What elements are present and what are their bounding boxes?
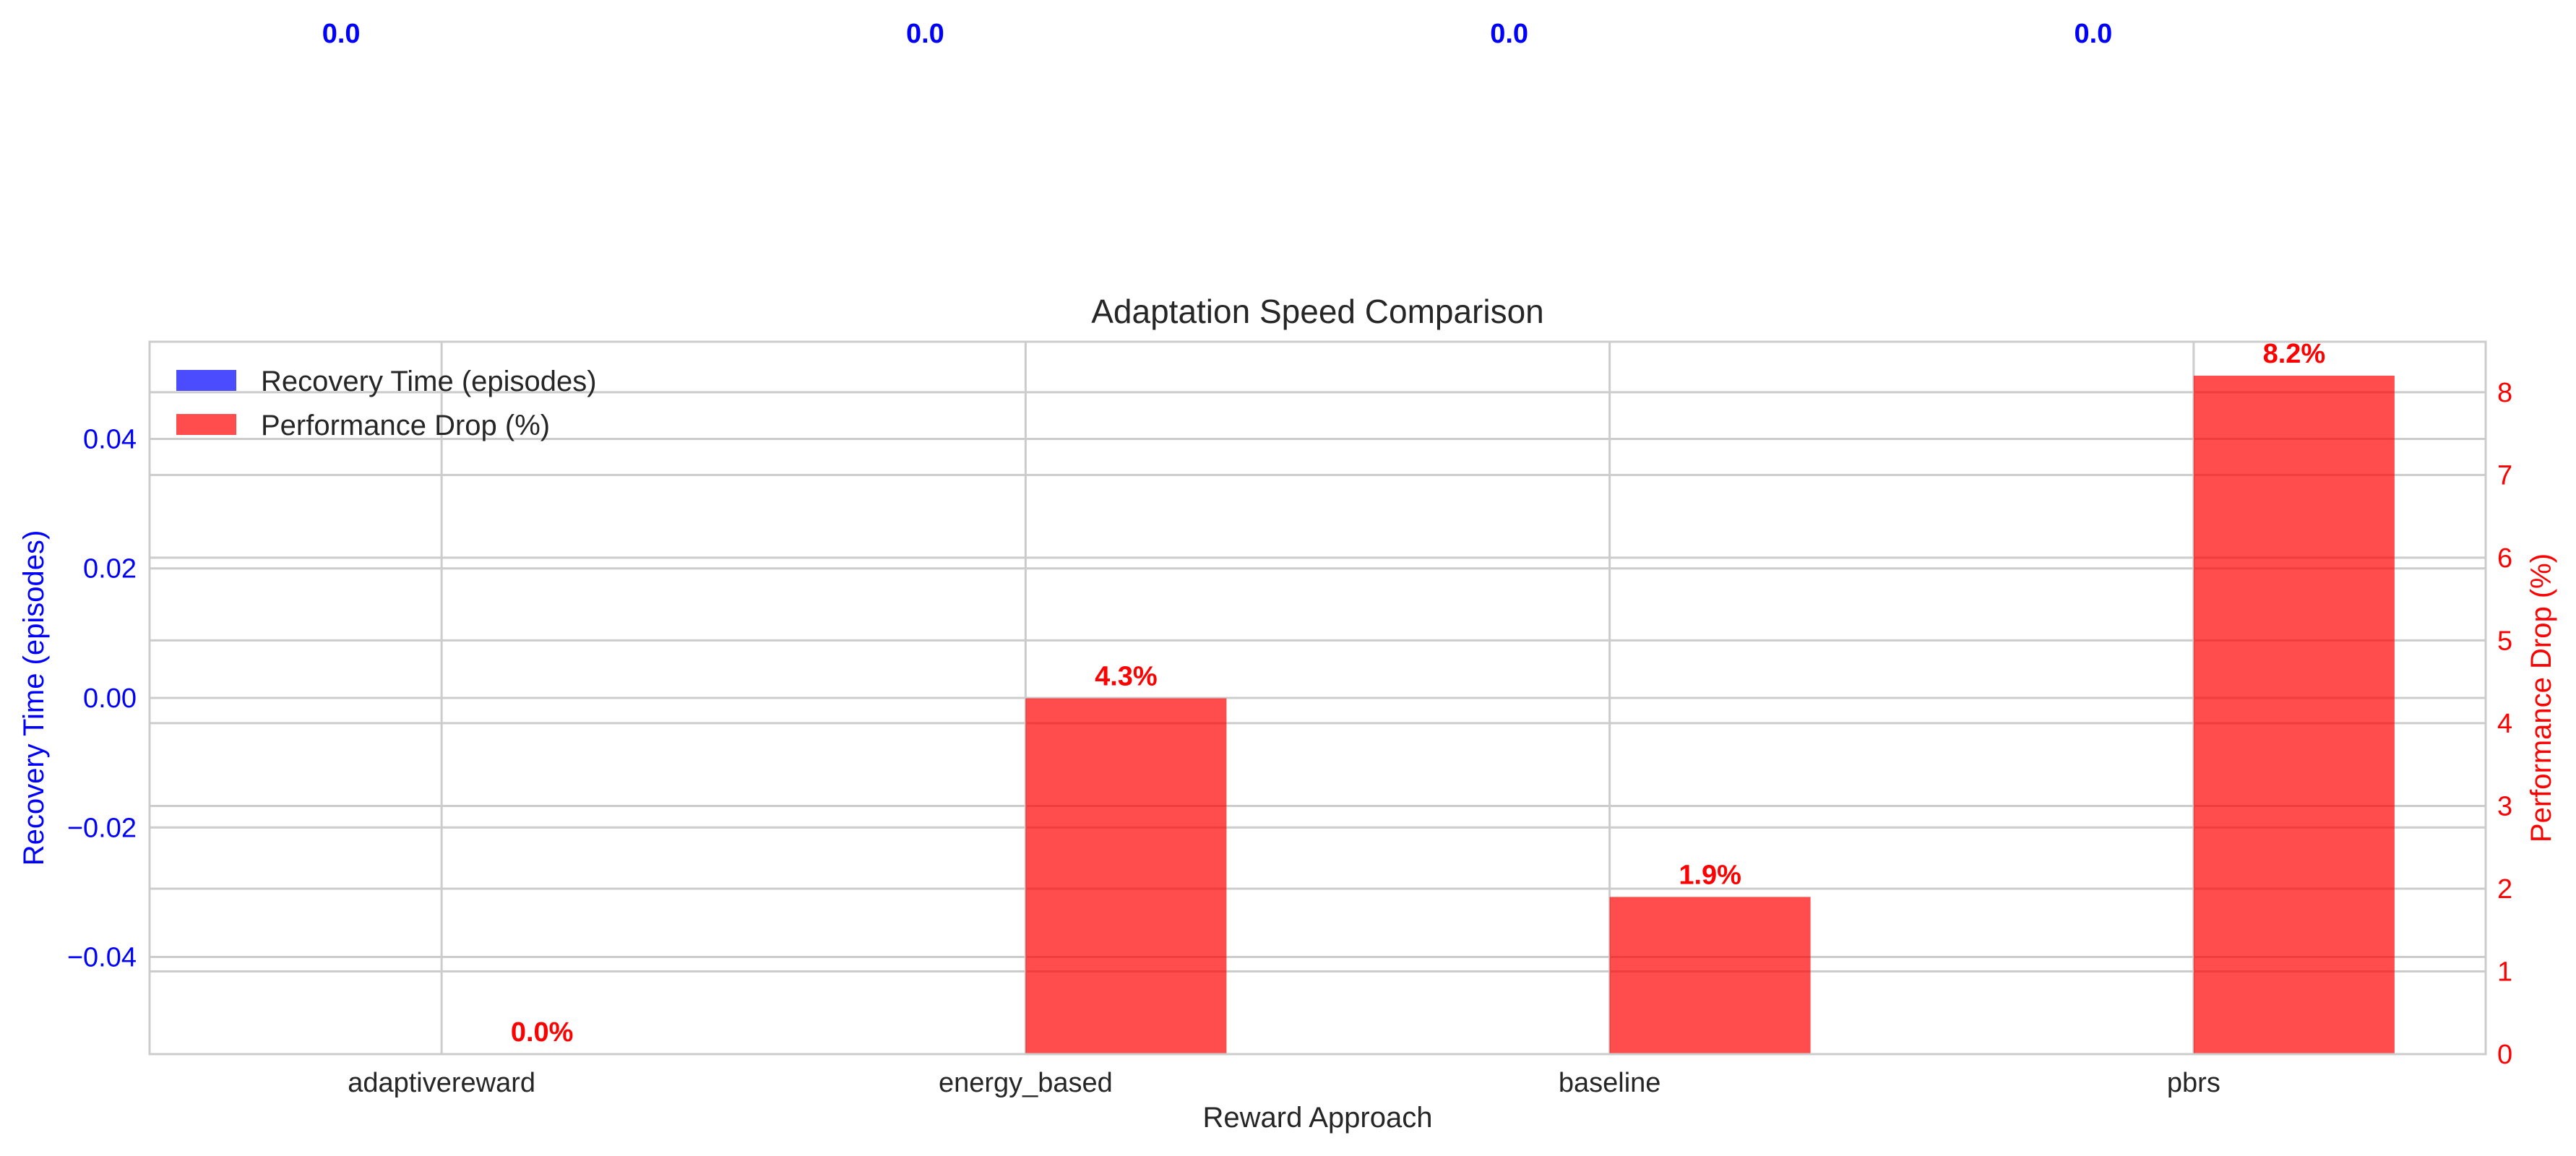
- plot-frame: [148, 340, 2487, 1056]
- grid-layer: [150, 342, 2486, 1054]
- legend-swatch-performance-drop: [176, 414, 236, 435]
- left-tick-label: −0.02: [67, 813, 137, 843]
- right-tick-label: 6: [2497, 543, 2512, 574]
- x-tick-label: energy_based: [939, 1068, 1113, 1098]
- right-axis-title: Performance Drop (%): [2525, 553, 2557, 842]
- left-axis-ticks: −0.04 −0.02 0.00 0.02 0.04: [67, 424, 137, 972]
- data-label-recovery-time: 0.0: [1490, 19, 1528, 49]
- right-tick-label: 2: [2497, 874, 2512, 905]
- right-tick-label: 7: [2497, 460, 2512, 491]
- data-label-performance-drop: 0.0%: [511, 1017, 574, 1048]
- x-tick-label: adaptivereward: [348, 1068, 535, 1098]
- bars-layer: [1025, 375, 2395, 1054]
- legend: Recovery Time (episodes) Performance Dro…: [176, 366, 597, 441]
- data-label-recovery-time: 0.0: [906, 19, 944, 49]
- x-tick-label: pbrs: [2167, 1068, 2220, 1098]
- bar-performance-drop: [1025, 698, 1227, 1054]
- bar-performance-drop: [1609, 897, 1811, 1054]
- left-axis-title: Recovery Time (episodes): [18, 530, 50, 866]
- data-label-recovery-time: 0.0: [322, 19, 361, 49]
- data-label-performance-drop: 1.9%: [1679, 860, 1741, 890]
- data-label-recovery-time: 0.0: [2074, 19, 2112, 49]
- legend-label-recovery-time: Recovery Time (episodes): [261, 366, 597, 397]
- data-labels: 0.0 0.0% 0.0 4.3% 0.0 1.9% 0.0 8.2%: [322, 19, 2325, 1048]
- x-axis-title: Reward Approach: [1203, 1102, 1433, 1134]
- chart-title: Adaptation Speed Comparison: [1091, 293, 1544, 330]
- right-tick-label: 8: [2497, 378, 2512, 408]
- right-tick-label: 5: [2497, 626, 2512, 656]
- x-axis-ticks: adaptivereward energy_based baseline pbrs: [348, 1068, 2220, 1098]
- data-label-performance-drop: 4.3%: [1095, 662, 1158, 692]
- right-tick-label: 1: [2497, 957, 2512, 987]
- left-tick-label: −0.04: [67, 943, 137, 973]
- right-tick-label: 0: [2497, 1040, 2512, 1070]
- bar-performance-drop: [2193, 375, 2395, 1054]
- right-tick-label: 4: [2497, 709, 2512, 739]
- data-label-performance-drop: 8.2%: [2263, 339, 2326, 369]
- right-axis-ticks: 0 1 2 3 4 5 6 7 8: [2497, 378, 2512, 1070]
- left-tick-label: 0.04: [83, 424, 137, 454]
- left-tick-label: 0.02: [83, 554, 137, 585]
- legend-label-performance-drop: Performance Drop (%): [261, 410, 550, 441]
- right-tick-label: 3: [2497, 791, 2512, 821]
- legend-swatch-recovery-time: [176, 370, 236, 391]
- x-tick-label: baseline: [1559, 1068, 1661, 1098]
- left-tick-label: 0.00: [83, 683, 137, 714]
